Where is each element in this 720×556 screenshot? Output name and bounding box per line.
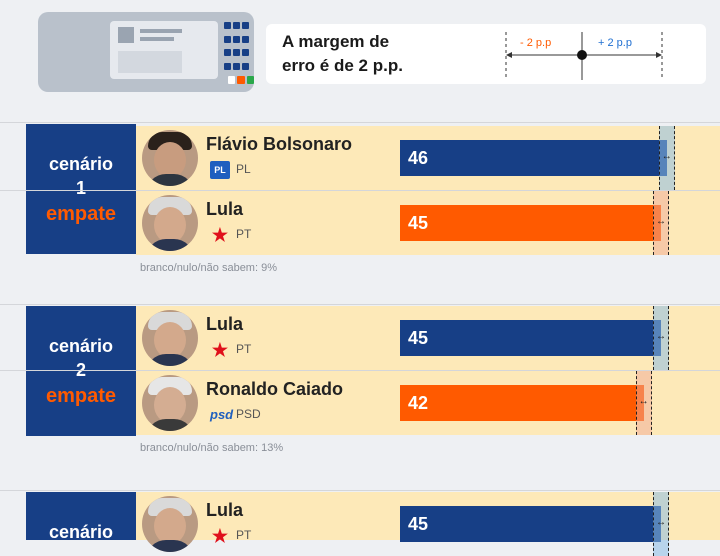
candidate-row: Flávio Bolsonaro PL PL 46 ↔ (136, 126, 720, 190)
keypad-icon (224, 22, 250, 74)
vote-value: 45 (408, 328, 429, 348)
double-arrow-icon: ↔ (656, 517, 666, 528)
candidate-name: Ronaldo Caiado (206, 379, 344, 399)
avatar (142, 375, 198, 431)
vote-value: 42 (408, 393, 429, 413)
margin-diagram: - 2 p.p + 2 p.p (505, 32, 663, 80)
candidate-row: Lula ★ PT 45 ↔ (136, 492, 720, 556)
margin-of-error-marker: ↔ (653, 191, 669, 255)
margin-note-line1: A margem de (282, 32, 390, 51)
minus-label: - 2 p.p (520, 37, 551, 49)
avatar (142, 310, 198, 366)
candidate-row: Ronaldo Caiado psd PSD 42 ↔ (136, 371, 720, 435)
candidate-row: Lula ★ PT 45 ↔ (136, 306, 720, 370)
vote-value: 46 (408, 148, 429, 168)
party-logo-icon: psd (210, 407, 234, 422)
vote-bar: 45 (400, 320, 661, 356)
avatar (142, 195, 198, 251)
scenario-number: 1 (75, 178, 86, 198)
margin-note-line2: erro é de 2 p.p. (282, 56, 403, 75)
candidate-row: Lula ★ PT 45 ↔ (136, 191, 720, 255)
scenario-word: cenário (48, 522, 114, 542)
vote-value: 45 (408, 213, 429, 233)
row-divider (0, 370, 720, 371)
blank-vote-note: branco/nulo/não sabem: 9% (140, 262, 277, 274)
vote-bar: 45 (400, 205, 661, 241)
margin-of-error-marker: ↔ (653, 492, 669, 556)
vote-bar: 45 (400, 506, 661, 542)
party-name: PT (236, 227, 252, 241)
vote-bar: 46 (400, 140, 667, 176)
scenario-word: cenário (48, 154, 114, 174)
scenario-word: cenário (48, 336, 114, 356)
header: A margem de erro é de 2 p.p. - 2 p.p + 2… (0, 0, 720, 108)
voting-machine-screen (110, 21, 218, 79)
party-name: PSD (236, 407, 261, 421)
scenario-label: cenário (26, 492, 136, 542)
voting-machine-icon (38, 12, 254, 92)
party-name: PT (236, 342, 252, 356)
keys-icon (228, 76, 254, 84)
double-arrow-icon: ↔ (656, 331, 666, 342)
divider (0, 490, 720, 491)
candidate-name: Lula (206, 199, 244, 219)
margin-of-error-marker: ↔ (653, 306, 669, 370)
scenario-status: empate (45, 385, 117, 407)
candidate-name: Lula (206, 314, 244, 334)
margin-of-error-marker: ↔ (658, 126, 675, 190)
star-icon: ★ (211, 526, 229, 546)
divider (0, 304, 720, 305)
party-name: PT (236, 528, 252, 542)
candidate-name: Lula (206, 500, 244, 520)
candidate-name: Flávio Bolsonaro (206, 134, 353, 154)
party-logo-icon: PL (210, 161, 230, 179)
scenario-label: cenário 1 empate (26, 124, 136, 254)
margin-note-text: A margem de erro é de 2 p.p. (282, 30, 452, 78)
margin-of-error-marker: ↔ (635, 371, 652, 435)
plus-label: + 2 p.p (598, 37, 632, 49)
star-icon: ★ (211, 225, 229, 245)
margin-note-box (266, 24, 706, 84)
party-name: PL (236, 162, 251, 176)
row-divider (0, 190, 720, 191)
avatar (142, 496, 198, 552)
scenario-label: cenário 2 empate (26, 306, 136, 436)
scenario-status: empate (45, 203, 117, 225)
double-arrow-icon: ↔ (661, 151, 672, 162)
blank-vote-note: branco/nulo/não sabem: 13% (140, 442, 284, 454)
star-icon: ★ (211, 340, 229, 360)
vote-value: 45 (408, 514, 429, 534)
vote-bar: 42 (400, 385, 644, 421)
avatar (142, 130, 198, 186)
double-arrow-icon: ↔ (638, 396, 649, 407)
double-arrow-icon: ↔ (656, 216, 666, 227)
divider (0, 122, 720, 123)
